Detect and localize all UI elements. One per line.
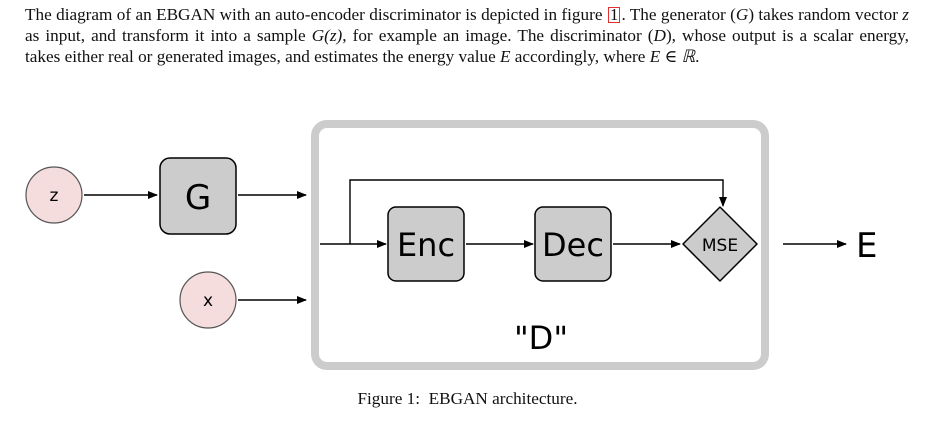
math-E: E (500, 47, 511, 66)
figure-reference-link[interactable]: 1 (607, 5, 621, 24)
caption-label: Figure 1: (357, 389, 421, 408)
generator-label: G (185, 178, 211, 218)
encoder-box (387, 206, 465, 282)
x-input-label: x (203, 291, 213, 311)
math-E-in-R: E ∈ ℝ (649, 47, 696, 66)
caption-spacer (420, 389, 429, 408)
text-run: . The generator ( (621, 5, 736, 24)
text-run: , for example an image. The discriminato… (342, 26, 654, 45)
math-z: z (902, 5, 909, 24)
body-paragraph: The diagram of an EBGAN with an auto-enc… (25, 4, 909, 67)
math-D: D (653, 26, 666, 45)
figure-caption: Figure 1: EBGAN architecture. (0, 389, 935, 409)
encoder-label: Enc (397, 226, 455, 264)
z-input-label: z (50, 186, 59, 206)
text-run: . (695, 47, 700, 66)
energy-output-label: E (856, 226, 877, 266)
math-G: G (735, 5, 749, 24)
text-run: as input, and transform it into a sample (25, 26, 312, 45)
mse-label: MSE (702, 236, 738, 256)
decoder-box (534, 206, 612, 282)
skip-connection-arrow (349, 179, 727, 244)
math-Gz: G(z) (311, 26, 343, 45)
z-input-node (25, 166, 83, 224)
x-input-node (179, 271, 237, 329)
discriminator-label: "D" (514, 319, 568, 357)
discriminator-frame (311, 120, 769, 370)
caption-text: EBGAN architecture. (428, 389, 578, 408)
decoder-label: Dec (542, 226, 604, 264)
text-run: accordingly, where (510, 47, 650, 66)
text-run: ), whose output is a scalar energy, take… (25, 26, 909, 66)
mse-diamond (682, 206, 758, 282)
generator-box (159, 157, 237, 235)
text-run: ) takes random vector (748, 5, 903, 24)
text-run: The diagram of an EBGAN with an auto-enc… (25, 5, 607, 24)
